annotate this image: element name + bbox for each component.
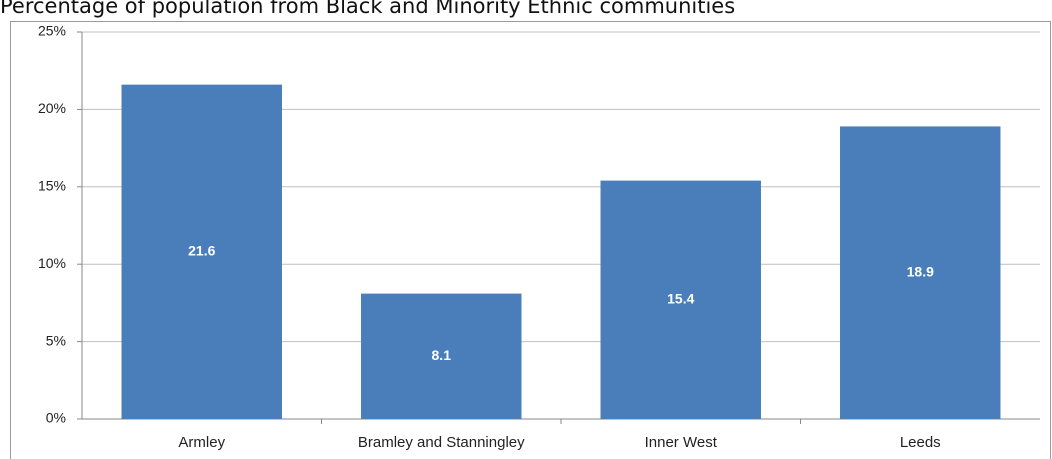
y-tick-label: 15% — [38, 178, 66, 194]
y-tick-label: 25% — [38, 23, 66, 39]
y-tick-label: 0% — [46, 410, 66, 426]
chart-title: Percentage of population from Black and … — [0, 0, 735, 18]
y-tick-label: 20% — [38, 100, 66, 116]
bar — [600, 180, 761, 419]
bar — [361, 293, 522, 419]
x-tick-label: Inner West — [645, 434, 718, 451]
data-label: 8.1 — [432, 347, 452, 363]
data-label: 21.6 — [188, 243, 215, 259]
bar — [121, 84, 282, 420]
y-tick-label: 5% — [46, 332, 66, 348]
data-label: 15.4 — [667, 291, 694, 307]
bar — [840, 126, 1001, 419]
y-tick-label: 10% — [38, 255, 66, 271]
data-label: 18.9 — [907, 263, 934, 279]
x-tick-label: Leeds — [900, 434, 941, 451]
x-tick-label: Armley — [178, 434, 225, 451]
x-tick-label: Bramley and Stanningley — [358, 434, 525, 451]
